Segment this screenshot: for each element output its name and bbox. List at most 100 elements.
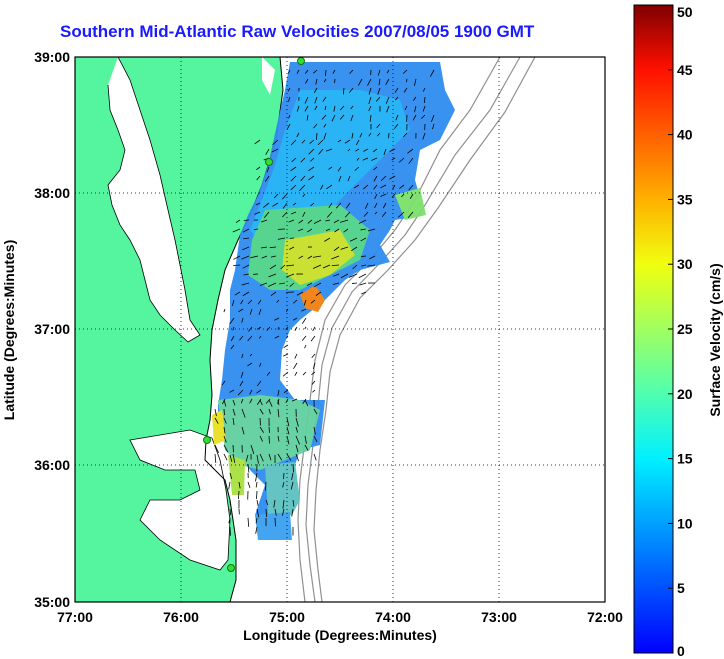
velocity-arrow [324,105,327,111]
velocity-arrow [293,362,298,370]
y-tick-labels: 39:00 38:00 37:00 36:00 35:00 [34,49,70,610]
velocity-arrow [386,69,390,74]
velocity-arrow [223,435,227,443]
velocity-arrow [259,399,263,406]
velocity-arrow [232,228,241,233]
grid-lines [75,57,605,602]
velocity-arrow [401,193,405,198]
colorbar-label: Surface Velocity (cm/s) [707,263,723,416]
velocity-arrow [362,157,369,161]
velocity-arrow [263,211,270,219]
velocity-arrow [313,219,322,224]
velocity-arrow [214,408,217,417]
y-tick-label: 39:00 [34,49,70,65]
velocity-cell-region [255,512,292,540]
velocity-arrow [310,202,315,207]
velocity-arrow [285,326,289,330]
velocity-arrow [295,426,299,433]
velocity-arrow [394,87,399,93]
velocity-arrow [290,481,294,490]
y-axis-label: Latitude (Degrees:Minutes) [1,240,17,420]
velocity-arrow [295,444,299,453]
velocity-arrow [351,132,354,139]
velocity-arrow [403,132,408,138]
velocity-arrow [395,114,399,121]
velocity-arrow [309,139,315,144]
velocity-arrow [374,202,378,209]
velocity-arrow [313,426,316,435]
velocity-arrow [277,453,283,461]
velocity-arrow [376,132,381,137]
velocity-arrow [243,237,250,240]
chart-title: Southern Mid-Atlantic Raw Velocities 200… [60,22,535,41]
velocity-arrow [232,417,235,426]
velocity-arrow [304,326,307,330]
velocity-arrow [258,308,262,316]
velocity-arrow [328,166,333,170]
velocity-arrow [328,202,333,208]
velocity-arrow [310,299,316,304]
velocity-arrow [363,184,369,190]
velocity-arrow [279,282,286,285]
velocity-arrow [229,508,232,516]
velocity-arrow [237,389,244,396]
velocity-arrow [301,308,307,312]
velocity-arrow [254,139,261,145]
velocity-arrow [290,175,297,182]
velocity-arrow [368,132,372,137]
velocity-arrow [230,344,235,350]
velocity-arrow [369,114,372,122]
velocity-arrow [240,398,244,404]
velocity-arrow [377,69,381,76]
velocity-arrow [313,453,317,461]
velocity-arrow [277,237,286,240]
radar-station [265,158,273,166]
velocity-arrow [228,517,231,524]
velocity-arrow [286,123,291,130]
velocity-arrow [314,96,318,104]
velocity-arrow [313,435,318,443]
velocity-arrow [377,87,381,95]
velocity-arrow [332,282,340,285]
velocity-arrow [232,399,236,406]
velocity-arrow [288,219,295,223]
velocity-arrow [247,463,250,473]
velocity-arrow [241,353,244,359]
colorbar-tick-label: 25 [677,321,693,337]
velocity-arrow [380,175,387,181]
velocity-arrow [270,291,277,296]
velocity-arrow [307,255,313,259]
velocity-arrow [270,255,277,258]
velocity-arrow [352,264,358,270]
velocity-arrow [313,123,318,129]
velocity-arrow [371,157,378,161]
velocity-arrow [291,472,294,480]
velocity-arrow [316,132,318,140]
velocity-arrow [404,105,408,111]
velocity-arrow [290,139,297,146]
velocity-arrow [325,148,333,152]
velocity-arrow [259,426,265,433]
velocity-arrow [331,264,340,266]
velocity-arrow [290,166,297,172]
velocity-arrow [422,132,426,140]
velocity-arrow [313,87,318,93]
velocity-arrow [242,264,250,269]
velocity-arrow [241,255,250,260]
bay-outline [107,57,201,343]
velocity-arrow [339,114,345,120]
velocity-arrow [285,308,289,312]
velocity-arrow [234,291,241,296]
velocity-arrow [229,317,235,325]
velocity-arrow [269,246,277,249]
velocity-arrow [214,444,219,453]
velocity-arrow [238,308,244,313]
velocity-arrow [323,78,327,83]
velocity-arrow [406,78,408,83]
velocity-arrow [249,353,253,357]
velocity-arrow [281,193,288,200]
velocity-arrow [280,264,286,270]
velocity-arrow [255,472,258,482]
velocity-arrow [394,123,399,129]
velocity-arrow [255,526,258,534]
